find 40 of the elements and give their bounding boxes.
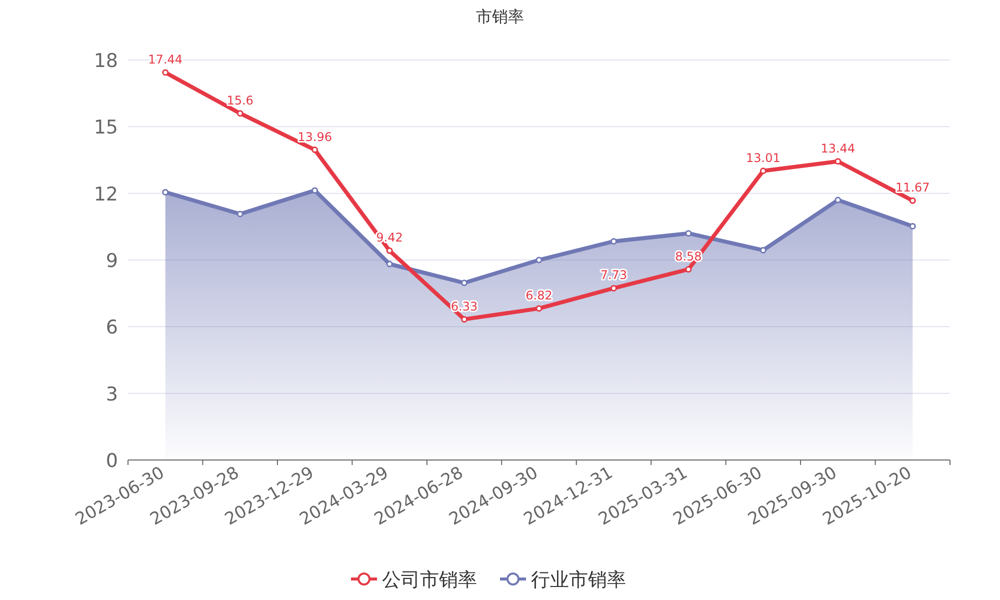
data-label: 11.67	[895, 180, 930, 195]
data-label: 15.6	[226, 93, 254, 108]
legend-label: 公司市销率	[382, 569, 477, 591]
point	[909, 197, 916, 204]
data-label: 6.82	[526, 288, 552, 302]
point	[536, 256, 542, 264]
point	[386, 247, 393, 254]
data-label: 17.44	[148, 52, 183, 66]
point	[236, 110, 244, 117]
point	[162, 188, 169, 196]
data-label: 13.44	[820, 141, 856, 156]
y-tick-label: 15	[94, 116, 118, 139]
point	[834, 196, 842, 204]
point	[461, 316, 468, 323]
point	[610, 284, 617, 292]
point	[162, 69, 169, 76]
point	[236, 210, 244, 218]
point	[536, 305, 542, 312]
legend-label: 行业市销率	[531, 569, 626, 591]
y-tick-label: 3	[106, 383, 118, 406]
point	[760, 168, 766, 174]
title: 市销率	[476, 7, 524, 26]
y-tick-label: 12	[94, 183, 118, 206]
point	[312, 146, 318, 154]
point	[312, 187, 318, 194]
data-label: 7.73	[600, 268, 628, 282]
point	[760, 246, 766, 254]
point	[834, 158, 842, 165]
y-tick-label: 18	[94, 50, 118, 72]
data-label: 13.01	[746, 150, 780, 165]
y-tick-label: 9	[106, 250, 118, 272]
y-tick-label: 0	[106, 450, 118, 472]
point	[685, 230, 692, 237]
point	[909, 222, 916, 230]
data-label: 13.96	[298, 130, 332, 144]
point	[461, 280, 468, 286]
y-tick-label: 6	[106, 316, 118, 339]
point	[685, 266, 692, 273]
point	[386, 260, 393, 268]
point	[610, 238, 617, 245]
